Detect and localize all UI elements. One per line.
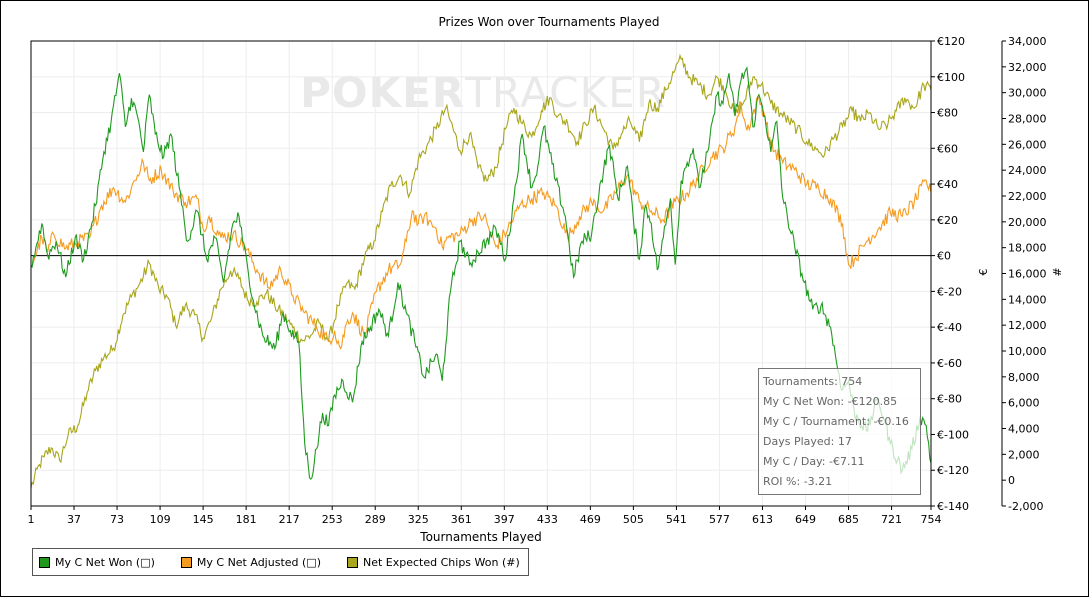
- y-left-tick-label-8: €-40: [937, 321, 962, 334]
- y-right-tick-label-0: 34,000: [1008, 35, 1047, 48]
- x-tick-label-5: 181: [236, 513, 257, 526]
- legend-item-net-adjusted[interactable]: My C Net Adjusted (□): [180, 555, 321, 569]
- y-left-tick-label-1: €100: [937, 71, 965, 84]
- x-tick-label-7: 253: [322, 513, 343, 526]
- y-left-tick-label-4: €40: [937, 178, 958, 191]
- x-tick-label-0: 1: [28, 513, 35, 526]
- series-layer: [30, 53, 932, 489]
- y-left-tick-label-2: €80: [937, 107, 958, 120]
- y-right-tick-label-8: 18,000: [1008, 242, 1047, 255]
- y-left-tick-label-9: €-60: [937, 357, 962, 370]
- y-right-tick-label-9: 16,000: [1008, 268, 1047, 281]
- y-left-tick-label-0: €120: [937, 35, 965, 48]
- y-left-tick-label-6: €0: [937, 250, 951, 263]
- y-right-tick-label-7: 20,000: [1008, 216, 1047, 229]
- x-axis-ticks: 1 37 73 109 145 181 217 253 289 325 361 397 433 469 50…: [28, 506, 942, 526]
- y-right-tick-label-18: -2,000: [1008, 500, 1043, 513]
- x-tick-label-13: 469: [580, 513, 601, 526]
- y-right-tick-label-10: 14,000: [1008, 293, 1047, 306]
- svg-text:POKERTRACKER: POKERTRACKER: [300, 68, 666, 117]
- x-tick-label-16: 577: [709, 513, 730, 526]
- y-right-tick-label-13: 8,000: [1008, 371, 1040, 384]
- y-left-tick-label-11: €-100: [937, 428, 969, 441]
- x-axis-label: Tournaments Played: [419, 530, 541, 544]
- x-tick-label-1: 37: [67, 513, 81, 526]
- stat-per-tournament: My C / Tournament: -€0.16: [763, 415, 909, 428]
- plot-border: [30, 40, 932, 507]
- legend-label-net-adjusted: My C Net Adjusted (□): [196, 555, 321, 569]
- x-tick-label-20: 721: [881, 513, 902, 526]
- chart-title: Prizes Won over Tournaments Played: [439, 15, 660, 29]
- legend-item-expected-chips[interactable]: Net Expected Chips Won (#): [346, 555, 520, 569]
- chart-legend: My C Net Won (□) My C Net Adjusted (□) N…: [32, 548, 529, 576]
- watermark-logo: POKERTRACKER: [300, 68, 666, 117]
- y-left-tick-label-13: €-140: [937, 500, 969, 513]
- x-tick-label-6: 217: [279, 513, 300, 526]
- y-left-tick-label-10: €-80: [937, 393, 962, 406]
- y-right-tick-label-15: 4,000: [1008, 423, 1040, 436]
- y-left-tick-label-7: €-20: [937, 285, 962, 298]
- y-right-tick-label-11: 12,000: [1008, 319, 1047, 332]
- y-left-tick-label-3: €60: [937, 142, 958, 155]
- y-right-tick-label-17: 0: [1008, 474, 1015, 487]
- y-axis-right-label: #: [1051, 267, 1064, 276]
- x-tick-label-11: 397: [494, 513, 515, 526]
- stats-box: Tournaments: 754 My C Net Won: -€120.85 …: [758, 368, 921, 495]
- x-tick-label-2: 73: [110, 513, 124, 526]
- legend-swatch-expected-chips: [346, 556, 358, 568]
- x-tick-label-14: 505: [623, 513, 644, 526]
- y-right-tick-label-3: 28,000: [1008, 113, 1047, 126]
- y-axis-left-ticks: €120 €100 €80 €60 €40 €20 €0 €-20 €-40 €-60 €-80 €-…: [931, 35, 969, 513]
- x-tick-label-12: 433: [537, 513, 558, 526]
- legend-swatch-net-won: [39, 556, 50, 568]
- x-tick-label-19: 685: [838, 513, 859, 526]
- x-tick-label-17: 613: [752, 513, 773, 526]
- series-line-2: [30, 53, 932, 489]
- series-line-0: [30, 66, 932, 481]
- x-tick-label-18: 649: [795, 513, 816, 526]
- legend-item-net-won[interactable]: My C Net Won (□): [39, 556, 155, 569]
- y-right-tick-label-5: 24,000: [1008, 164, 1047, 177]
- x-tick-label-4: 145: [193, 513, 214, 526]
- y-right-tick-label-6: 22,000: [1008, 190, 1047, 203]
- y-left-tick-label-12: €-120: [937, 464, 969, 477]
- series-line-1: [30, 96, 932, 350]
- x-tick-label-8: 289: [365, 513, 386, 526]
- x-tick-label-10: 361: [451, 513, 472, 526]
- stat-tournaments: Tournaments: 754: [763, 375, 863, 388]
- y-right-tick-label-16: 2,000: [1008, 448, 1040, 461]
- stat-days-played: Days Played: 17: [763, 435, 852, 448]
- legend-swatch-net-adjusted: [180, 556, 192, 568]
- legend-label-expected-chips: Net Expected Chips Won (#): [362, 555, 520, 569]
- x-tick-label-9: 325: [408, 513, 429, 526]
- stat-net-won: My C Net Won: -€120.85: [763, 395, 898, 408]
- x-tick-label-3: 109: [150, 513, 171, 526]
- stat-per-day: My C / Day: -€7.11: [763, 455, 865, 468]
- y-right-tick-label-1: 32,000: [1008, 61, 1047, 74]
- stat-roi: ROI %: -3.21: [763, 475, 833, 488]
- watermark-text-right: TRACKER: [464, 68, 666, 117]
- y-axis-right-ticks: 34,000 32,000 30,000 28,000 26,000 24,000 22,0…: [1001, 35, 1047, 513]
- y-axis-left-label: €: [977, 269, 990, 276]
- x-tick-label-21: 754: [921, 513, 942, 526]
- y-right-tick-label-4: 26,000: [1008, 138, 1047, 151]
- y-left-tick-label-5: €20: [937, 214, 958, 227]
- y-right-tick-label-14: 6,000: [1008, 397, 1040, 410]
- x-tick-label-15: 541: [666, 513, 687, 526]
- y-right-tick-label-2: 30,000: [1008, 87, 1047, 100]
- y-right-tick-label-12: 10,000: [1008, 345, 1047, 358]
- watermark-text-left: POKER: [300, 68, 465, 117]
- legend-label-net-won: My C Net Won (□): [55, 555, 155, 569]
